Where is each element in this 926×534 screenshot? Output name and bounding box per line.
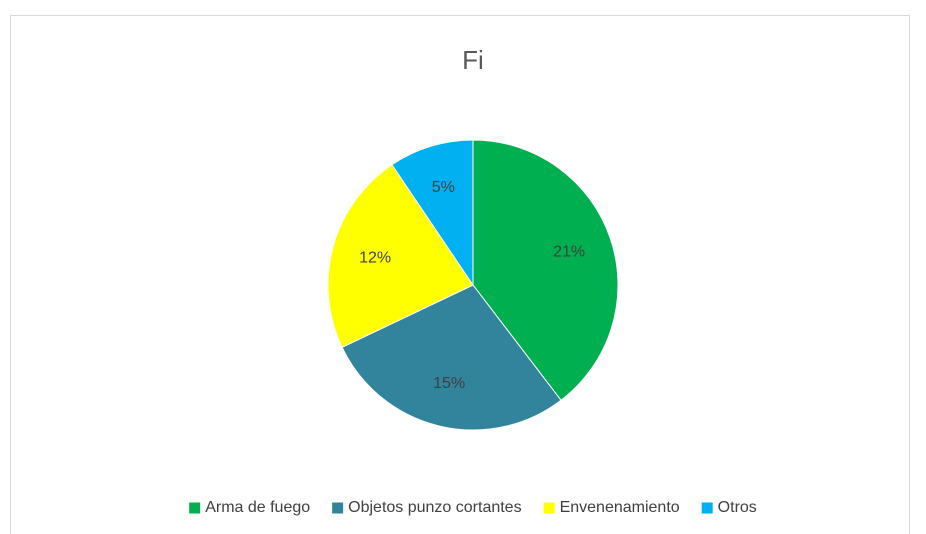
legend-swatch xyxy=(189,502,201,514)
legend-swatch xyxy=(543,502,555,514)
data-label: 12% xyxy=(359,249,391,266)
legend-swatch xyxy=(332,502,344,514)
pie-slice xyxy=(341,284,562,431)
data-label: 15% xyxy=(433,375,465,392)
legend-label: Envenenamiento xyxy=(560,499,680,516)
pie-slice xyxy=(472,139,619,401)
data-label: 21% xyxy=(553,244,585,261)
legend-label: Arma de fuego xyxy=(205,499,310,516)
legend-label: Objetos punzo cortantes xyxy=(348,499,521,516)
chart-title: Fi xyxy=(462,45,484,75)
pie-slice xyxy=(327,164,474,349)
pie-slice xyxy=(391,139,474,287)
data-label: 5% xyxy=(432,179,455,196)
legend-swatch xyxy=(701,502,713,514)
legend-label: Otros xyxy=(718,499,757,516)
